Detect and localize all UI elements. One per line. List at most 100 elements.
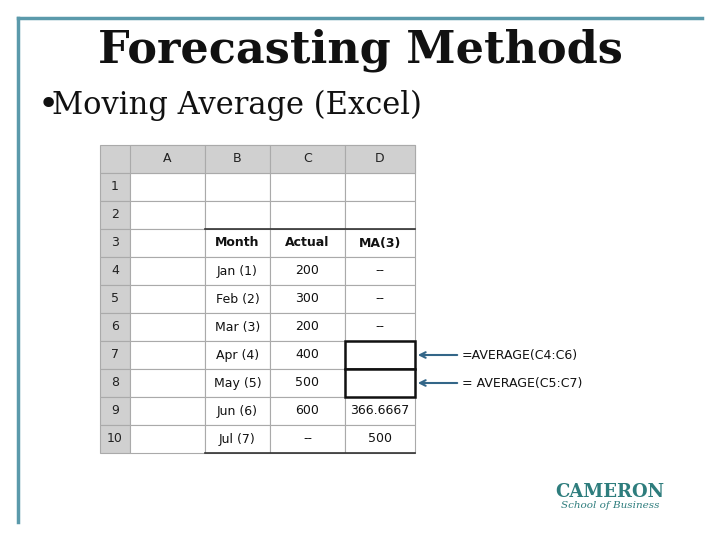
Text: 3: 3 — [111, 237, 119, 249]
Bar — [270, 145, 345, 173]
Bar — [100, 173, 130, 201]
Bar — [345, 341, 415, 369]
Text: Moving Average (Excel): Moving Average (Excel) — [52, 90, 422, 120]
Text: 500: 500 — [295, 376, 320, 389]
Text: School of Business: School of Business — [561, 501, 660, 510]
Text: Jun (6): Jun (6) — [217, 404, 258, 417]
Text: 200: 200 — [296, 321, 320, 334]
Bar — [205, 425, 270, 453]
Bar — [100, 397, 130, 425]
Bar — [345, 369, 415, 397]
Bar — [270, 229, 345, 257]
Text: 4: 4 — [111, 265, 119, 278]
Bar — [270, 173, 345, 201]
Text: Actual: Actual — [285, 237, 330, 249]
Bar — [130, 313, 205, 341]
Text: A: A — [163, 152, 172, 165]
Text: 10: 10 — [107, 433, 123, 446]
Bar — [345, 285, 415, 313]
Text: =AVERAGE(C4:C6): =AVERAGE(C4:C6) — [462, 348, 578, 361]
Bar — [130, 341, 205, 369]
Bar — [100, 425, 130, 453]
Bar — [100, 145, 415, 173]
Text: B: B — [233, 152, 242, 165]
Text: 400: 400 — [296, 348, 320, 361]
Bar — [270, 369, 345, 397]
Bar — [345, 201, 415, 229]
Text: 7: 7 — [111, 348, 119, 361]
Bar — [345, 229, 415, 257]
Bar — [205, 341, 270, 369]
Bar — [270, 425, 345, 453]
Text: C: C — [303, 152, 312, 165]
Text: 8: 8 — [111, 376, 119, 389]
Text: 1: 1 — [111, 180, 119, 193]
Text: 300: 300 — [368, 376, 392, 389]
Bar — [270, 257, 345, 285]
Bar — [130, 425, 205, 453]
Bar — [205, 201, 270, 229]
Bar — [130, 229, 205, 257]
Text: •: • — [38, 88, 59, 122]
Text: May (5): May (5) — [214, 376, 261, 389]
Bar — [345, 397, 415, 425]
Text: Jul (7): Jul (7) — [219, 433, 256, 446]
Text: --: -- — [376, 321, 384, 334]
Bar — [205, 369, 270, 397]
Text: MA(3): MA(3) — [359, 237, 401, 249]
Bar — [100, 341, 130, 369]
Bar — [345, 425, 415, 453]
Bar — [270, 341, 345, 369]
Bar — [130, 397, 205, 425]
Text: 233.3333: 233.3333 — [351, 348, 410, 361]
Bar — [205, 313, 270, 341]
Text: Jan (1): Jan (1) — [217, 265, 258, 278]
Bar — [270, 397, 345, 425]
Text: D: D — [375, 152, 384, 165]
Text: 2: 2 — [111, 208, 119, 221]
Bar — [100, 229, 130, 257]
Bar — [205, 285, 270, 313]
Text: --: -- — [303, 433, 312, 446]
Text: 9: 9 — [111, 404, 119, 417]
Bar — [345, 145, 415, 173]
Bar — [100, 257, 130, 285]
Bar — [130, 145, 205, 173]
Bar — [205, 257, 270, 285]
Text: = AVERAGE(C5:C7): = AVERAGE(C5:C7) — [462, 376, 582, 389]
Bar — [100, 369, 130, 397]
Bar — [100, 285, 130, 313]
Bar — [130, 201, 205, 229]
Bar — [205, 145, 270, 173]
Bar — [345, 341, 415, 369]
Text: CAMERON: CAMERON — [555, 483, 665, 501]
Bar — [100, 201, 130, 229]
Text: 600: 600 — [296, 404, 320, 417]
Bar — [270, 201, 345, 229]
Text: 6: 6 — [111, 321, 119, 334]
Bar — [205, 229, 270, 257]
Bar — [130, 285, 205, 313]
Bar — [270, 313, 345, 341]
Text: 5: 5 — [111, 293, 119, 306]
Bar — [205, 173, 270, 201]
Text: --: -- — [376, 293, 384, 306]
Bar — [345, 257, 415, 285]
Bar — [130, 369, 205, 397]
Text: Apr (4): Apr (4) — [216, 348, 259, 361]
Bar — [130, 257, 205, 285]
Bar — [205, 397, 270, 425]
Text: 200: 200 — [296, 265, 320, 278]
Text: 366.6667: 366.6667 — [351, 404, 410, 417]
Text: 500: 500 — [368, 433, 392, 446]
Bar — [270, 285, 345, 313]
Bar — [130, 173, 205, 201]
Bar — [100, 313, 130, 341]
Text: 300: 300 — [296, 293, 320, 306]
Bar — [345, 173, 415, 201]
Text: Forecasting Methods: Forecasting Methods — [98, 28, 622, 72]
Bar — [345, 313, 415, 341]
Text: Mar (3): Mar (3) — [215, 321, 260, 334]
Text: --: -- — [376, 265, 384, 278]
Text: Month: Month — [215, 237, 260, 249]
